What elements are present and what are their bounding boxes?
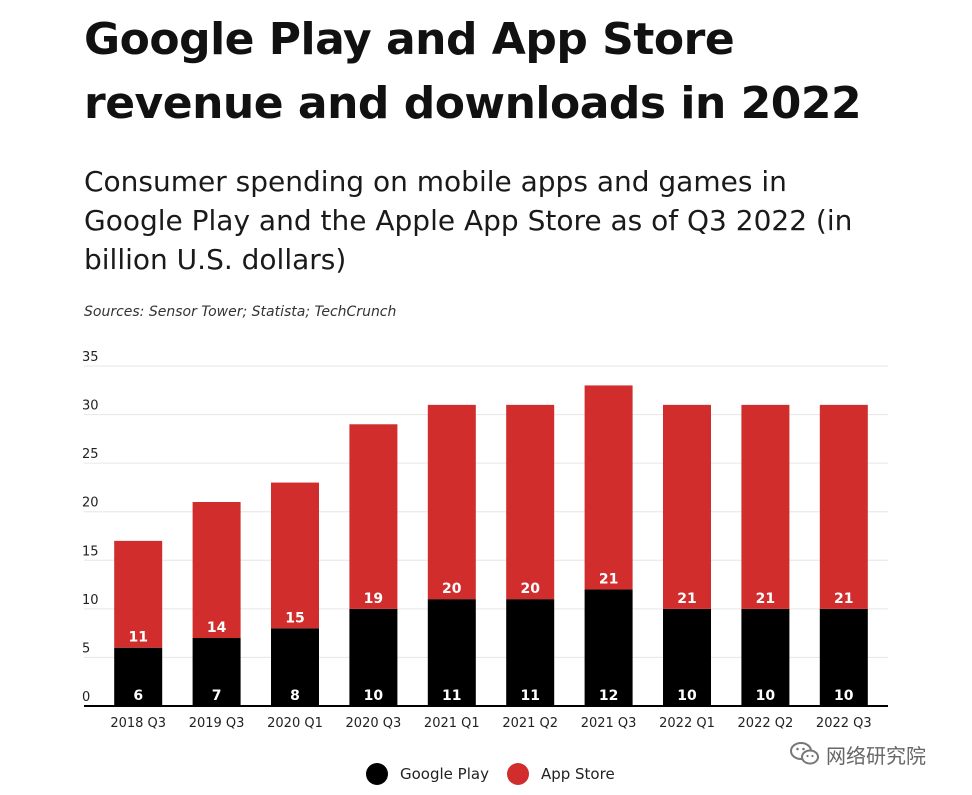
data-label-google-play: 10	[756, 688, 776, 704]
legend: Google Play App Store	[366, 762, 633, 786]
x-tick-label: 2021 Q2	[502, 716, 558, 731]
bar-app-store	[819, 404, 868, 609]
legend-swatch-google-play	[366, 763, 388, 785]
y-tick-label: 15	[82, 544, 99, 559]
bar-google-play	[741, 608, 790, 706]
bars	[114, 385, 868, 706]
legend-item-google-play: Google Play	[366, 763, 489, 785]
x-tick-label: 2021 Q3	[581, 716, 637, 731]
bar-app-store	[741, 404, 790, 609]
data-label-app-store: 21	[834, 591, 853, 607]
data-label-google-play: 12	[599, 688, 618, 704]
y-tick-label: 10	[82, 593, 99, 608]
data-label-app-store: 21	[599, 571, 618, 587]
bar-app-store	[192, 502, 241, 638]
bar-app-store	[271, 482, 319, 629]
data-label-google-play: 8	[290, 688, 300, 704]
y-tick-label: 20	[82, 496, 99, 511]
x-tick-label: 2022 Q1	[659, 716, 715, 731]
chart-subtitle: Consumer spending on mobile apps and gam…	[84, 165, 853, 276]
x-tick-label: 2019 Q3	[189, 716, 245, 731]
x-tick-label: 2018 Q3	[110, 716, 166, 731]
bar-app-store	[506, 404, 555, 600]
data-label-google-play: 6	[133, 688, 143, 704]
data-label-google-play: 10	[677, 688, 697, 704]
bar-app-store	[584, 385, 633, 590]
y-axis-ticks: 0 5 10 15 20 25 30 35	[82, 350, 99, 705]
data-label-app-store: 21	[756, 591, 775, 607]
y-tick-label: 0	[82, 690, 90, 705]
bar-google-play	[506, 599, 555, 706]
legend-item-app-store: App Store	[506, 763, 615, 785]
bar-google-play	[192, 638, 241, 706]
y-tick-label: 35	[82, 350, 99, 365]
data-label-app-store: 20	[442, 581, 462, 597]
x-tick-label: 2020 Q1	[267, 716, 323, 731]
data-labels: 6 11 7 14 8 15 10 19 11 20 11 20 12 21 10 21 10 21 10 21	[128, 571, 853, 704]
wechat-icon	[790, 742, 819, 765]
y-tick-label: 25	[82, 447, 99, 462]
x-tick-label: 2022 Q3	[816, 716, 872, 731]
bar-google-play	[114, 647, 163, 706]
chart-source: Sources: Sensor Tower; Statista; TechCru…	[84, 304, 397, 320]
watermark-text: 网络研究院	[826, 743, 926, 768]
y-tick-label: 30	[82, 399, 99, 414]
data-label-app-store: 15	[285, 610, 304, 626]
bar-google-play	[271, 628, 319, 706]
x-tick-label: 2022 Q2	[738, 716, 794, 731]
bar-google-play	[663, 608, 711, 706]
data-label-app-store: 20	[520, 581, 540, 597]
bar-google-play	[427, 599, 476, 706]
bar-app-store	[349, 424, 398, 609]
data-label-google-play: 7	[212, 688, 222, 704]
data-label-app-store: 21	[677, 591, 696, 607]
bar-google-play	[584, 589, 633, 706]
x-tick-label: 2020 Q3	[346, 716, 402, 731]
bar-app-store	[114, 540, 163, 648]
bar-google-play	[349, 608, 398, 706]
legend-label-app-store: App Store	[540, 765, 615, 783]
data-label-app-store: 14	[207, 620, 227, 636]
data-label-google-play: 10	[834, 688, 854, 704]
data-label-app-store: 19	[364, 591, 383, 607]
bar-app-store	[427, 404, 476, 600]
watermark: 网络研究院	[790, 736, 926, 772]
x-tick-label: 2021 Q1	[424, 716, 480, 731]
data-label-google-play: 10	[364, 688, 384, 704]
data-label-google-play: 11	[520, 688, 539, 704]
y-tick-label: 5	[82, 641, 90, 656]
data-label-app-store: 11	[128, 630, 147, 646]
x-axis-ticks: 2018 Q3 2019 Q3 2020 Q1 2020 Q3 2021 Q1 2021 …	[110, 716, 871, 731]
legend-label-google-play: Google Play	[400, 765, 489, 783]
data-label-google-play: 11	[442, 688, 461, 704]
bar-app-store	[663, 404, 711, 609]
legend-swatch-app-store	[506, 763, 529, 785]
bar-google-play	[819, 608, 868, 706]
chart-title: Google Play and App Store revenue and do…	[84, 14, 862, 129]
